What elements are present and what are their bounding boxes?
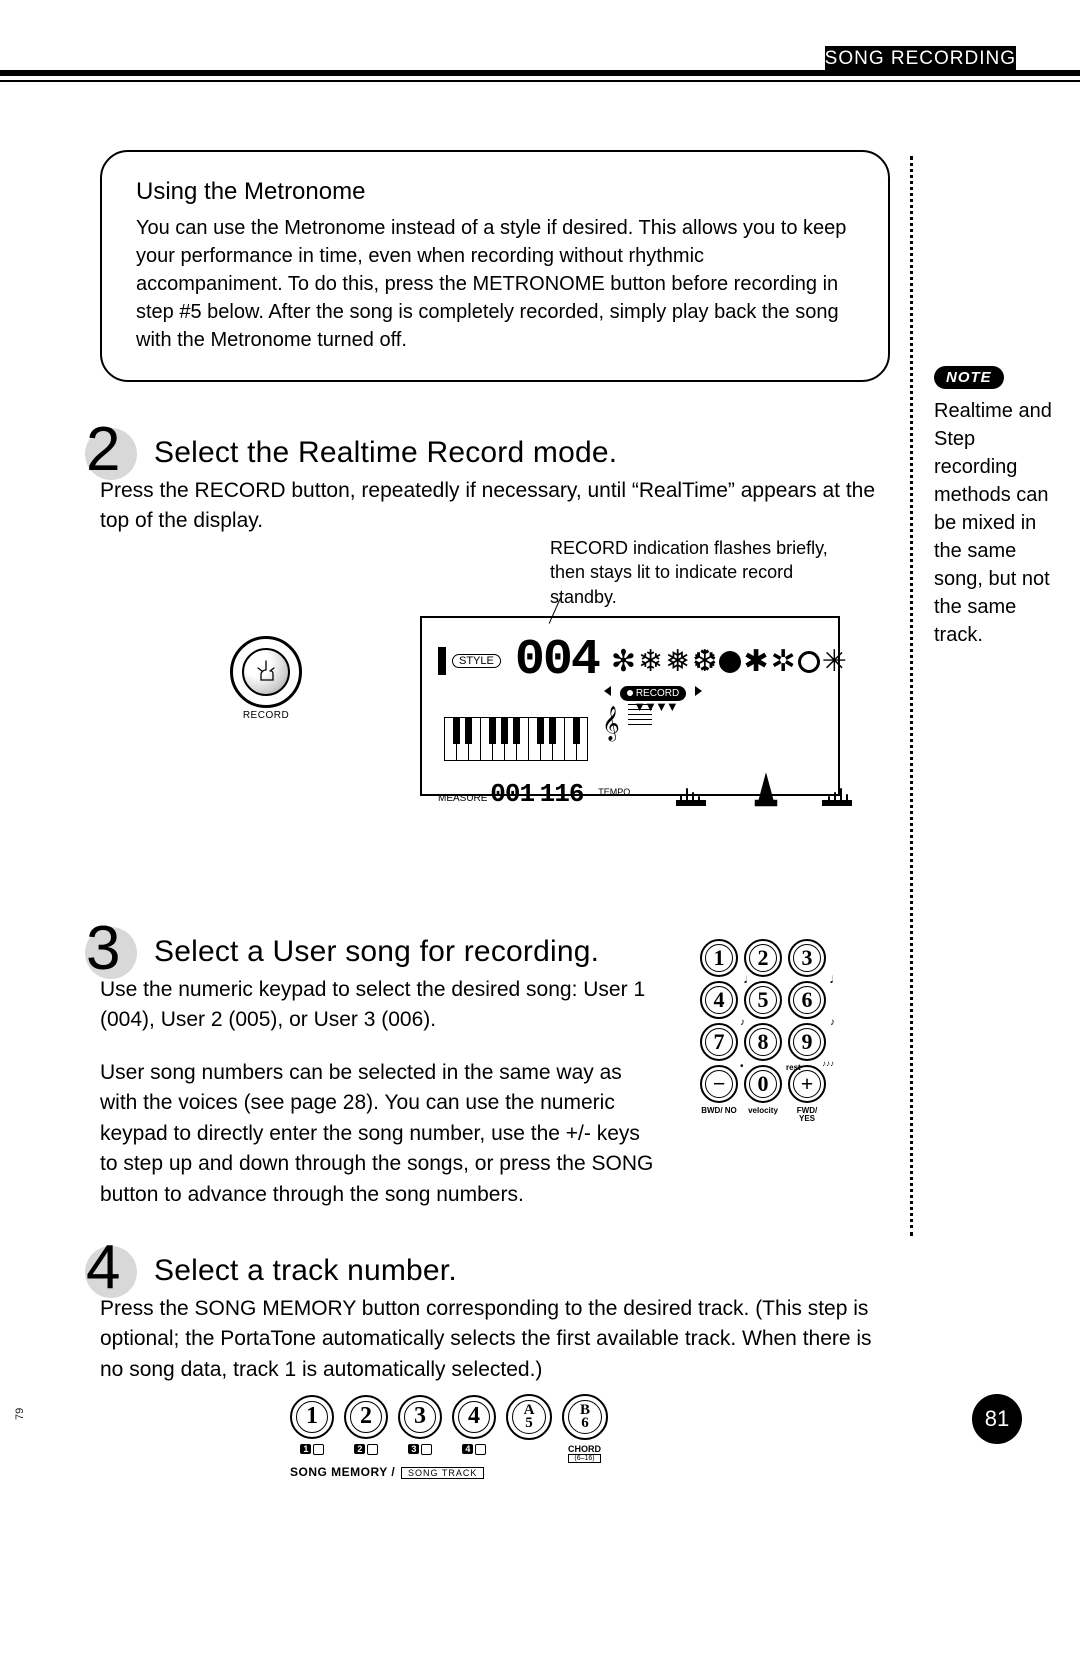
- staff-lines: [628, 704, 652, 725]
- keypad-button-2: 2: [744, 939, 782, 977]
- treble-clef-icon: 𝄞: [602, 715, 620, 733]
- record-button-inner: [242, 648, 290, 696]
- song-memory-title: SONG MEMORY / SONG TRACK: [290, 1465, 608, 1479]
- lcd-icon-row: ✻ ❄ ❅ ❆ ✱ ✲ ✳: [611, 647, 847, 677]
- keypad-row: − 0 +: [700, 1065, 826, 1103]
- measure-row: MEASURE 001 116 TEMPO: [438, 767, 822, 809]
- song-memory-figure: 1 2 3 4 A5 B6 1 2 3 4 CHORD (6–16) SONG …: [290, 1394, 608, 1479]
- step-3: 3 Select a User song for recording. Use …: [100, 935, 1000, 1216]
- measure-label: MEASURE: [438, 793, 487, 804]
- tempo-label: TEMPO: [598, 787, 630, 797]
- header-rule: [0, 70, 1080, 82]
- metronome-icon: [753, 773, 779, 807]
- keypad-button-5: 5: [744, 981, 782, 1019]
- metronome-body: You can use the Metronome instead of a s…: [136, 214, 854, 354]
- step-2-body: Press the RECORD button, repeatedly if n…: [100, 476, 900, 537]
- step-3-title: Select a User song for recording.: [154, 935, 1000, 969]
- step-2: 2 Select the Realtime Record mode. Press…: [100, 436, 1000, 897]
- keypad-button-plus: +: [788, 1065, 826, 1103]
- keypad-sub-fwd: FWD/ YES: [788, 1107, 826, 1123]
- filled-dot-icon: [719, 651, 741, 673]
- side-note: NOTE Realtime and Step recording methods…: [934, 366, 1064, 649]
- keypad-button-minus: −: [700, 1065, 738, 1103]
- song-memory-button-1: 1: [290, 1395, 334, 1439]
- step-4-title: Select a track number.: [154, 1254, 1000, 1288]
- metronome-box: Using the Metronome You can use the Metr…: [100, 150, 890, 382]
- step-4-body: Press the SONG MEMORY button correspondi…: [100, 1294, 900, 1385]
- snowflake-icon: ❆: [692, 647, 717, 677]
- song-memory-button-a5: A5: [506, 1394, 552, 1440]
- hand-right-icon: [819, 773, 859, 807]
- main-content: Using the Metronome You can use the Metr…: [100, 150, 1000, 1653]
- song-memory-button-4: 4: [452, 1395, 496, 1439]
- note-icon: 𝅘𝅥: [830, 975, 833, 986]
- lcd-corner-dash: [438, 647, 446, 675]
- step-3-body1: Use the numeric keypad to select the des…: [100, 975, 660, 1036]
- step-2-title: Select the Realtime Record mode.: [154, 436, 1000, 470]
- lcd-caption: RECORD indication flashes briefly, then …: [550, 536, 840, 609]
- keypad-button-7: 7: [700, 1023, 738, 1061]
- snowflake-icon: ✳: [822, 647, 847, 677]
- triangle-right-icon: [695, 686, 702, 696]
- record-button-figure: RECORD: [230, 636, 302, 721]
- hands-icon-group: [673, 773, 859, 807]
- keypad-button-4: 4: [700, 981, 738, 1019]
- keypad-row: 7 8 9 rest • ♪♪♪: [700, 1023, 826, 1061]
- triangle-left-icon: [604, 686, 611, 696]
- note-icon: ♪: [830, 1017, 835, 1028]
- keypad-button-8: 8: [744, 1023, 782, 1061]
- snowflake-icon: ❅: [665, 647, 690, 677]
- hand-left-icon: [673, 773, 713, 807]
- lcd-display: STYLE 004 ✻ ❄ ❅ ❆ ✱ ✲ ✳ RECORD: [420, 616, 840, 796]
- lcd-song-number: 004: [515, 632, 599, 689]
- song-memory-slot-row: 1 2 3 4 CHORD (6–16): [290, 1444, 608, 1463]
- section-header: SONG RECORDING: [825, 46, 1016, 70]
- keypad-button-9: 9: [788, 1023, 826, 1061]
- keyboard-graphic: [444, 717, 588, 761]
- snowflake-icon: ❄: [638, 647, 663, 677]
- step-4-number: 4: [86, 1232, 120, 1303]
- sm-slot-2: 2: [344, 1444, 388, 1463]
- tempo-value: 116: [540, 779, 584, 809]
- step-4: 4 Select a track number. Press the SONG …: [100, 1254, 1000, 1615]
- page-number: 81: [972, 1394, 1022, 1444]
- arrows-down: ▼▼▼▼: [488, 699, 822, 714]
- keypad-button-0: 0: [744, 1065, 782, 1103]
- snowflake-icon: ✱: [743, 647, 768, 677]
- song-memory-row: 1 2 3 4 A5 B6: [290, 1394, 608, 1440]
- keypad-button-1: 1: [700, 939, 738, 977]
- style-pill: STYLE: [452, 654, 501, 668]
- song-memory-button-b6: B6: [562, 1394, 608, 1440]
- measure-value: 001: [490, 779, 534, 809]
- step-3-body2: User song numbers can be selected in the…: [100, 1058, 660, 1210]
- song-memory-button-2: 2: [344, 1395, 388, 1439]
- note-pill: NOTE: [934, 366, 1004, 389]
- sm-slot-4: 4: [452, 1444, 496, 1463]
- keypad-button-6: 6: [788, 981, 826, 1019]
- record-button-outer: [230, 636, 302, 708]
- step-3-number: 3: [86, 913, 120, 984]
- song-track-label: SONG TRACK: [401, 1467, 484, 1479]
- snowflake-icon: ✻: [611, 647, 636, 677]
- keypad-sub-velocity: velocity: [744, 1107, 782, 1123]
- sm-slot-3: 3: [398, 1444, 442, 1463]
- ring-icon: [798, 651, 820, 673]
- sm-slot-1: 1: [290, 1444, 334, 1463]
- keypad-row: 1 2 3 𝅘𝅥 𝅘𝅥: [700, 939, 826, 977]
- record-indicator-label: RECORD: [636, 688, 679, 699]
- song-memory-button-3: 3: [398, 1395, 442, 1439]
- step-2-number: 2: [86, 414, 120, 485]
- keypad-row: 4 5 6 ♪ ♪: [700, 981, 826, 1019]
- record-button-label: RECORD: [230, 710, 302, 721]
- keypad-button-3: 3: [788, 939, 826, 977]
- metronome-title: Using the Metronome: [136, 178, 854, 206]
- chord-label: CHORD (6–16): [568, 1444, 601, 1463]
- numeric-keypad: 1 2 3 𝅘𝅥 𝅘𝅥 4 5 6 ♪ ♪ 7 8 9 rest • ♪♪♪: [700, 939, 826, 1123]
- snowflake-icon: ✲: [771, 647, 796, 677]
- note-body: Realtime and Step recording methods can …: [934, 397, 1064, 649]
- finger-press-icon: [251, 657, 281, 687]
- side-page-number: 79: [14, 1408, 26, 1420]
- keypad-sub-bwd: BWD/ NO: [700, 1107, 738, 1123]
